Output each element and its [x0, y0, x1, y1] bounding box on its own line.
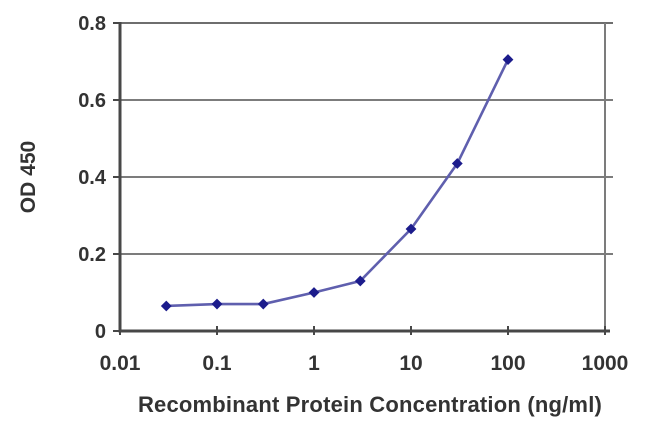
series-line: [166, 59, 510, 308]
x-tick-label: 1: [308, 352, 320, 375]
x-tick-label: 10: [399, 352, 422, 375]
data-point-marker: [502, 54, 514, 65]
data-point-marker: [451, 158, 463, 169]
y-tick-label: 0.8: [78, 13, 106, 35]
x-tick-label: 1000: [582, 352, 629, 375]
data-point-marker: [405, 223, 417, 235]
y-tick-label: 0.6: [78, 90, 106, 112]
data-point-marker: [211, 298, 223, 310]
x-tick-label: 0.01: [100, 352, 141, 375]
data-point-marker: [308, 287, 320, 298]
data-point-marker: [354, 275, 366, 287]
y-tick-label: 0: [95, 321, 106, 343]
data-point-marker: [257, 298, 269, 310]
data-point-marker: [160, 300, 172, 312]
x-axis-title: Recombinant Protein Concentration (ng/ml…: [137, 392, 603, 417]
y-tick-label: 0.2: [78, 244, 106, 266]
y-axis-title: OD 450: [17, 140, 40, 214]
x-tick-label: 0.1: [202, 352, 232, 375]
y-tick-label: 0.4: [78, 167, 107, 189]
x-tick-label: 100: [490, 352, 525, 375]
